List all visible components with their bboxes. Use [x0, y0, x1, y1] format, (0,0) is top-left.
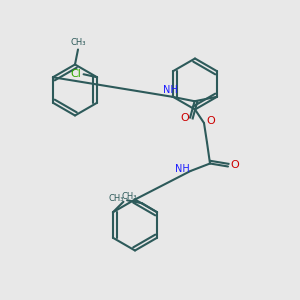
Text: O: O	[206, 116, 215, 127]
Text: CH₃: CH₃	[122, 192, 137, 201]
Text: O: O	[230, 160, 239, 170]
Text: CH₃: CH₃	[70, 38, 86, 47]
Text: CH₃: CH₃	[109, 194, 124, 203]
Text: Cl: Cl	[70, 69, 81, 79]
Text: NH: NH	[163, 85, 178, 95]
Text: NH: NH	[175, 164, 190, 175]
Text: O: O	[180, 113, 189, 123]
